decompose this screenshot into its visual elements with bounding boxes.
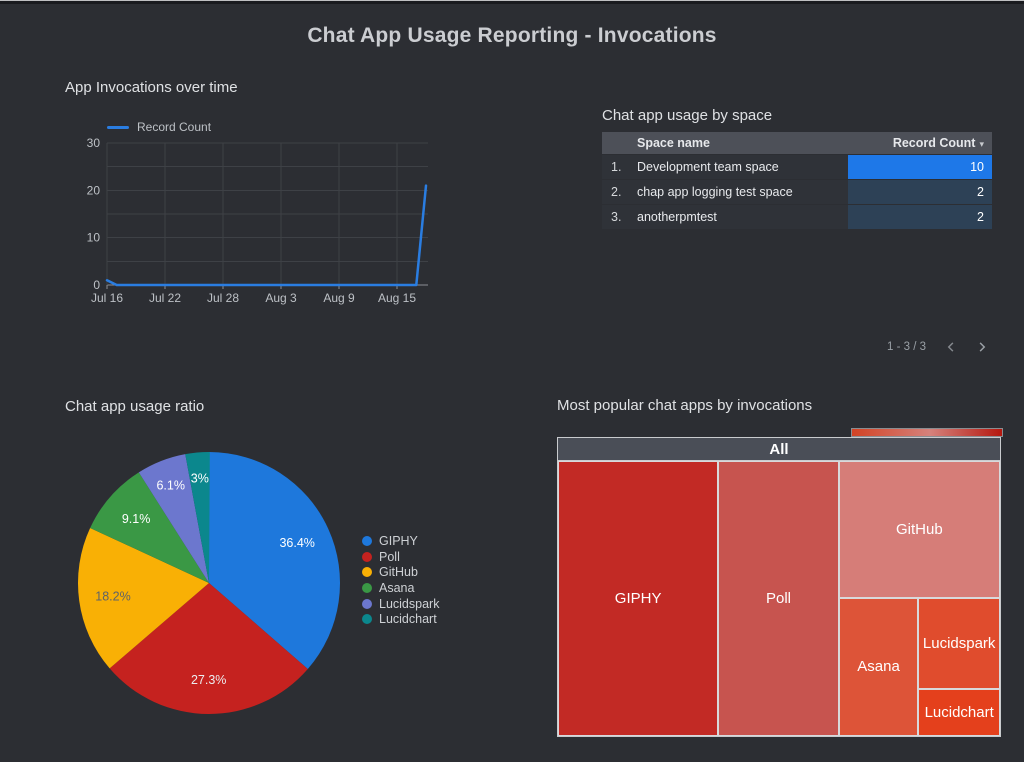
legend-item-github: GitHub <box>362 564 439 580</box>
table-title: Chat app usage by space <box>602 107 773 124</box>
usage-by-space-table: Space name Record Count ▾ 1. Development t… <box>602 132 992 230</box>
record-count-column-header[interactable]: Record Count ▾ <box>892 136 984 150</box>
x-axis-tick-label: Aug 3 <box>265 291 297 305</box>
treemap-tile-lucidspark[interactable]: Lucidspark <box>918 598 1000 690</box>
treemap-root-header[interactable]: All <box>558 438 1000 461</box>
legend-item-label: Lucidchart <box>379 612 437 627</box>
treemap-tile-label: GIPHY <box>614 590 662 607</box>
line-chart-legend: Record Count <box>107 120 211 134</box>
pie-slice-lucidchart[interactable] <box>185 451 210 583</box>
row-number: 3. <box>611 210 622 224</box>
line-chart-title: App Invocations over time <box>65 79 238 96</box>
x-axis-tick-label: Jul 22 <box>149 291 181 305</box>
legend-item-label: Lucidspark <box>379 596 440 611</box>
x-axis-tick-label: Jul 28 <box>207 291 239 305</box>
treemap-tile-github[interactable]: GitHub <box>838 461 1000 598</box>
row-number: 1. <box>611 160 622 174</box>
record-count-bar-cell: 2 <box>848 205 992 229</box>
top-edge-strip <box>0 0 1024 4</box>
treemap-tile-giphy[interactable]: GIPHY <box>558 461 719 736</box>
chevron-right-icon <box>979 342 986 352</box>
space-name-cell: anotherpmtest <box>637 210 717 224</box>
prev-page-button[interactable] <box>941 337 961 357</box>
space-name-column-header[interactable]: Space name <box>637 136 710 150</box>
treemap-title: Most popular chat apps by invocations <box>557 397 813 414</box>
pie-slice-label: 9.1% <box>122 512 151 526</box>
table-pagination: 1 - 3 / 3 <box>845 337 992 357</box>
table-row[interactable]: 1. Development team space 10 <box>602 155 992 179</box>
pie-slice-asana[interactable] <box>90 472 209 583</box>
pagination-label: 1 - 3 / 3 <box>887 341 926 353</box>
legend-color-dot <box>362 567 372 578</box>
treemap-body: GIPHY Poll GitHub Asana Lucidspark Lucidchart <box>558 461 1000 736</box>
pie-chart-title: Chat app usage ratio <box>65 398 205 415</box>
y-axis-tick-label: 30 <box>87 136 101 150</box>
legend-color-dot <box>362 598 372 609</box>
legend-label: Record Count <box>137 120 212 134</box>
space-name-cell: chap app logging test space <box>637 185 793 199</box>
legend-color-dot <box>362 551 372 562</box>
legend-color-dot <box>362 582 372 593</box>
legend-item-lucidspark: Lucidspark <box>362 596 439 612</box>
pie-slice-label: 6.1% <box>156 478 185 492</box>
pie-legend: GIPHY Poll GitHub Asana Lucidspark Lucidchart <box>362 533 439 627</box>
table-row[interactable]: 3. anotherpmtest 2 <box>602 205 992 229</box>
x-axis-tick-label: Aug 9 <box>323 291 355 305</box>
space-name-cell: Development team space <box>637 160 779 174</box>
y-axis-tick-label: 10 <box>87 231 101 245</box>
record-count-bar-cell: 10 <box>848 155 992 179</box>
table-header-row: Space name Record Count ▾ <box>602 132 992 154</box>
legend-item-label: GIPHY <box>379 533 418 548</box>
pie-slice-label: 36.4% <box>279 536 314 550</box>
legend-item-label: Poll <box>379 549 400 564</box>
pie-slice-label: 3% <box>191 472 209 486</box>
chevron-left-icon <box>947 342 954 352</box>
pie-slice-lucidspark[interactable] <box>138 454 209 583</box>
sort-desc-icon: ▾ <box>979 139 984 149</box>
legend-color-dot <box>362 614 372 625</box>
treemap-tile-asana[interactable]: Asana <box>838 598 919 736</box>
legend-item-label: GitHub <box>379 565 418 580</box>
y-axis-tick-label: 20 <box>87 183 101 197</box>
legend-line-swatch <box>107 125 129 129</box>
record-count-line <box>105 184 428 287</box>
pie-slice-github[interactable] <box>77 527 210 669</box>
next-page-button[interactable] <box>972 337 992 357</box>
table-row[interactable]: 2. chap app logging test space 2 <box>602 180 992 204</box>
treemap-tile-label: Lucidspark <box>922 635 996 653</box>
treemap-color-scale-bar <box>851 428 1003 437</box>
record-count-bar-cell: 2 <box>848 180 992 204</box>
legend-color-dot <box>362 535 372 546</box>
treemap-tile-poll[interactable]: Poll <box>718 461 839 736</box>
treemap-chart: All GIPHY Poll GitHub Asana Lucidspark Lucidc… <box>557 437 1001 737</box>
pie-slice-giphy[interactable] <box>209 452 341 670</box>
legend-item-lucidchart: Lucidchart <box>362 611 439 627</box>
pie-slice-poll[interactable] <box>109 583 308 715</box>
row-number: 2. <box>611 185 622 199</box>
page-title: Chat App Usage Reporting - Invocations <box>307 24 717 47</box>
y-axis-tick-label: 0 <box>93 278 100 292</box>
legend-item-giphy: GIPHY <box>362 533 439 549</box>
treemap-tile-lucidchart[interactable]: Lucidchart <box>918 689 1000 736</box>
pie-slice-label: 18.2% <box>95 589 130 603</box>
pie-chart: 36.4% 27.3% 18.2% 9.1% 6.1% 3% <box>77 451 341 715</box>
x-axis-tick-label: Aug 15 <box>378 291 416 305</box>
treemap-tile-label: Lucidchart <box>924 704 994 722</box>
treemap-tile-label: Poll <box>765 590 791 607</box>
treemap-tile-label: GitHub <box>896 521 943 538</box>
legend-item-poll: Poll <box>362 549 439 565</box>
pie-slice-label: 27.3% <box>191 673 226 687</box>
treemap-tile-label: Asana <box>857 658 900 676</box>
line-chart: Jul 16 Jul 22 Jul 28 Aug 3 Aug 9 Aug 15 0 10 20 3… <box>87 136 428 305</box>
x-axis-tick-label: Jul 16 <box>91 291 123 305</box>
legend-item-label: Asana <box>379 580 415 595</box>
legend-item-asana: Asana <box>362 580 439 596</box>
